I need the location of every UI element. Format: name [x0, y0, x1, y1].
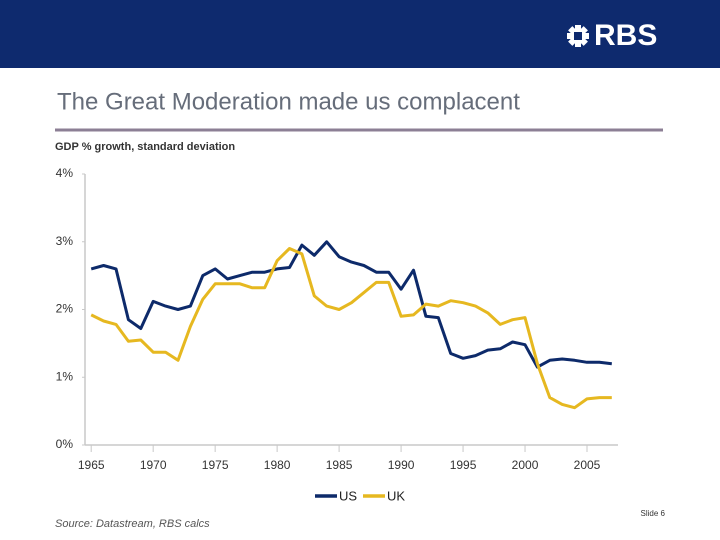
chart-subtitle: GDP % growth, standard deviation [55, 141, 235, 153]
logo-text: RBS [594, 19, 657, 52]
legend-label: UK [387, 488, 405, 503]
y-tick-label: 1% [56, 369, 74, 383]
slide-title: The Great Moderation made us complacent [57, 88, 520, 115]
header-band [0, 0, 720, 68]
y-tick-label: 3% [56, 234, 74, 248]
x-tick-label: 1975 [202, 458, 229, 472]
x-tick-label: 1980 [264, 458, 291, 472]
y-tick-label: 0% [56, 437, 74, 451]
x-tick-label: 1995 [450, 458, 477, 472]
data-line [90, 247, 612, 410]
x-tick-label: 2005 [574, 458, 601, 472]
source-note: Source: Datastream, RBS calcs [55, 518, 210, 530]
y-tick-label: 4% [56, 166, 74, 180]
slide-number: Slide 6 [641, 509, 666, 518]
legend-label: US [339, 488, 357, 503]
data-line [90, 240, 612, 369]
x-tick-label: 1990 [388, 458, 415, 472]
x-tick-label: 1965 [78, 458, 105, 472]
x-tick-label: 1985 [326, 458, 353, 472]
x-tick-label: 2000 [512, 458, 539, 472]
logo-mark [567, 25, 589, 47]
x-tick-label: 1970 [140, 458, 167, 472]
y-tick-label: 2% [56, 302, 74, 316]
logo-center [574, 32, 582, 40]
